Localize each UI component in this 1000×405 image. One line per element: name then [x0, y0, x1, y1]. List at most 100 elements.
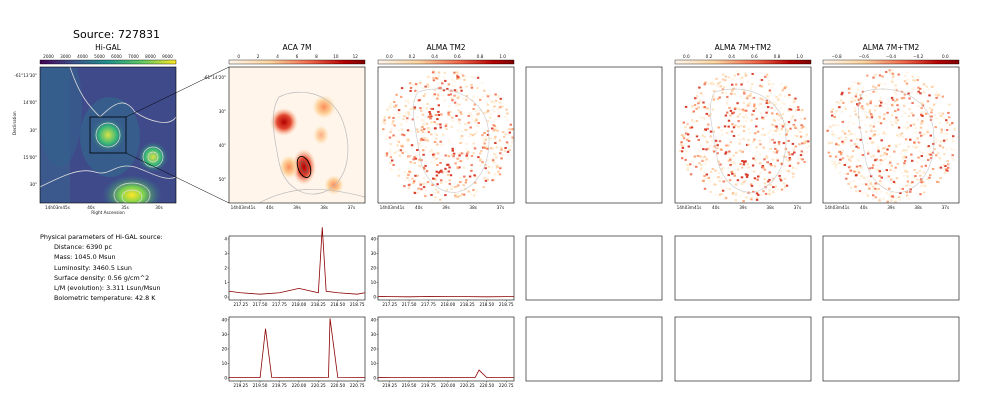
- spectrum-line: [377, 369, 514, 379]
- spectrum-plot: 219.25 219.50 219.75 220.00 220.25 220.50 220.…: [371, 316, 515, 388]
- tick-label: 3000: [60, 54, 71, 59]
- tick-label: 0.0: [942, 54, 949, 59]
- param-line: Distance: 6390 pc: [54, 243, 112, 252]
- empty-spectrum-box: [525, 235, 663, 301]
- tick-label: 30": [218, 109, 226, 115]
- panel-title-7m-tm2-a: ALMA 7M+TM2: [714, 43, 772, 52]
- spectrum-ytick: 0: [373, 295, 376, 300]
- tick-label: 0.6: [453, 54, 461, 59]
- tick-label: 38s: [469, 205, 477, 210]
- spectrum-ytick: 30: [371, 251, 377, 256]
- spectrum-frame: [377, 316, 515, 382]
- colorbar-ticks-aca7m: 0 2 4 6 8 10 12: [229, 54, 365, 60]
- spectrum-frame: [377, 235, 515, 301]
- colorbar-ticks-higal: 2000 3000 4000 5000 6000 7000 8000 9000: [40, 54, 176, 60]
- spectrum-xtick: 218.00: [292, 302, 307, 307]
- spectrum-xtick: 219.50: [253, 383, 268, 388]
- tick-label: 40s: [415, 205, 423, 210]
- tick-label: 14'00": [23, 100, 37, 106]
- tick-label: 38s: [766, 205, 774, 210]
- spectrum-xtick: 220.75: [499, 383, 514, 388]
- spectrum-ytick: 40: [371, 236, 377, 241]
- spectrum-xtick: 219.25: [382, 383, 397, 388]
- spectrum-line: [228, 227, 366, 295]
- spectrum-frame: [228, 235, 366, 301]
- empty-spectrum-box: [822, 235, 960, 301]
- spectrum-ytick: 10: [371, 361, 377, 366]
- tick-label: 0.2: [408, 54, 416, 59]
- panel-title-higal: Hi-GAL: [95, 43, 121, 52]
- tick-label: 50": [218, 177, 226, 183]
- 7m-tm2-a-xticks: 14h03m41s 40s 39s 38s 37s: [675, 205, 811, 211]
- tick-label: -61°14'20": [203, 75, 226, 81]
- params-block: Physical parameters of Hi-GAL source: Di…: [40, 232, 163, 303]
- panel-title-7m-tm2-b: ALMA 7M+TM2: [862, 43, 920, 52]
- spectrum-xtick: 219.75: [272, 383, 287, 388]
- spectrum-xtick: 217.75: [421, 302, 436, 307]
- tick-label: 15'00": [23, 154, 37, 160]
- spectrum-ytick: 40: [222, 317, 228, 322]
- higal-yticks: -61°13'30" 14'00" 30" 15'00" 30": [0, 67, 38, 203]
- tick-label: 0.6: [750, 54, 758, 59]
- param-line: Mass: 1045.0 Msun: [54, 253, 116, 262]
- tick-label: 0.0: [386, 54, 393, 59]
- spectrum-xtick: 218.75: [499, 302, 514, 307]
- tick-label: 0: [237, 54, 241, 59]
- tick-label: 5000: [94, 54, 105, 59]
- spectrum-plot: 219.25 219.50 219.75 220.00 220.25 220.50 220.…: [222, 316, 366, 388]
- tick-label: 30": [29, 127, 37, 133]
- colorbar-higal: [39, 59, 177, 65]
- tick-label: 1.0: [796, 54, 803, 59]
- params-lines: Distance: 6390 pc Mass: 1045.0 Msun Lumino…: [40, 242, 163, 303]
- spectrum-ytick: 0: [373, 376, 376, 381]
- param-line: Bolometric temperature: 42.8 K: [54, 294, 156, 303]
- tick-label: 39s: [739, 205, 747, 210]
- param-line: Surface density: 0.56 g/cm^2: [54, 273, 150, 282]
- tick-label: 9000: [162, 54, 173, 59]
- spectrum-xtick: 220.00: [441, 383, 456, 388]
- colorbar-7m-tm2-a: [674, 59, 812, 65]
- tick-label: 39s: [442, 205, 450, 210]
- tick-label: 4000: [77, 54, 88, 59]
- spectrum-xtick: 218.75: [350, 302, 365, 307]
- tick-label: 40s: [712, 205, 720, 210]
- spectrum-xtick: 217.50: [402, 302, 417, 307]
- tm2-image: [377, 66, 515, 204]
- spectrum-xtick: 220.50: [330, 383, 345, 388]
- spectrum-xtick: 219.75: [421, 383, 436, 388]
- colorbar-ticks-7m-tm2-b: −0.8 −0.6 −0.4 −0.2 0.0: [823, 54, 959, 60]
- tick-label: 14h03m41s: [230, 205, 256, 210]
- tick-label: 0.4: [728, 54, 735, 59]
- tick-label: 7000: [128, 54, 139, 59]
- spectrum-ytick: 10: [371, 280, 377, 285]
- tick-label: 8000: [145, 54, 156, 59]
- panel-title-tm2: ALMA TM2: [426, 43, 466, 52]
- tick-label: 2000: [43, 54, 54, 59]
- tick-label: 38s: [320, 205, 328, 210]
- tick-label: 12: [352, 54, 358, 59]
- 7m-tm2-image-a: [674, 66, 812, 204]
- spectrum-xtick: 219.25: [233, 383, 248, 388]
- tick-label: 4: [276, 54, 279, 59]
- spectrum-xtick: 220.25: [311, 383, 326, 388]
- spectrum-ytick: 2: [224, 266, 227, 271]
- spectrum-xtick: 217.50: [253, 302, 268, 307]
- aca7m-image: [228, 66, 366, 204]
- spectrum-ytick: 20: [371, 347, 377, 352]
- tick-label: 0.4: [431, 54, 438, 59]
- tick-label: 37s: [496, 205, 505, 210]
- spectrum-frame: [228, 316, 366, 382]
- spectrum-xtick: 220.25: [460, 383, 475, 388]
- aca7m-yticks: -61°14'20" 30" 40" 50": [190, 67, 227, 203]
- tick-label: 0.0: [683, 54, 690, 59]
- tick-label: 14h03m45s: [45, 205, 70, 210]
- tick-label: −0.6: [858, 54, 869, 59]
- colorbar-ticks-7m-tm2-a: 0.0 0.2 0.4 0.6 0.8 1.0: [675, 54, 811, 60]
- higal-xlabel: Right Ascension: [91, 210, 125, 215]
- tick-label: 14h03m41s: [676, 205, 702, 210]
- spectrum-xtick: 218.25: [311, 302, 326, 307]
- tick-label: 40": [218, 143, 226, 149]
- spectrum-xtick: 218.50: [330, 302, 345, 307]
- tick-label: 40s: [87, 205, 95, 210]
- tick-label: 39s: [887, 205, 895, 210]
